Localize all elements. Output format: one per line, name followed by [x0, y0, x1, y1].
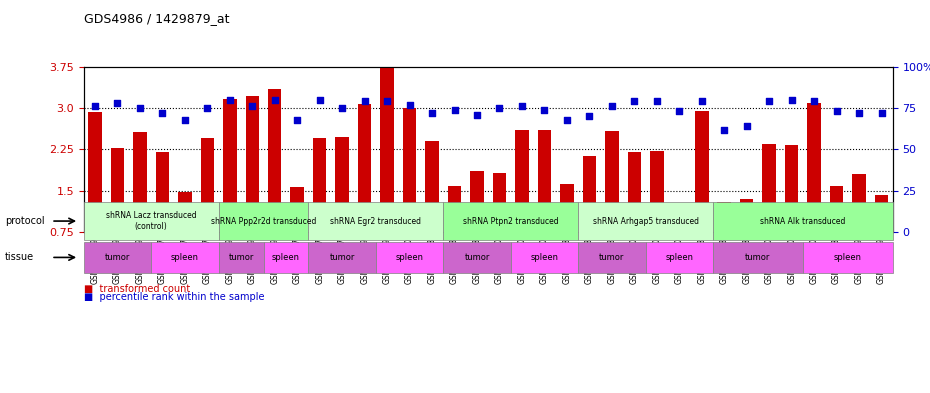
- Point: [830, 108, 844, 114]
- Bar: [763, 144, 776, 232]
- Point: [425, 110, 440, 116]
- Bar: [717, 202, 731, 232]
- Text: ■  transformed count: ■ transformed count: [84, 284, 190, 294]
- Text: spleen: spleen: [834, 253, 862, 262]
- Point: [874, 110, 889, 116]
- Bar: [605, 131, 618, 232]
- Bar: [852, 174, 866, 232]
- Bar: [695, 111, 709, 232]
- Point: [155, 110, 170, 116]
- Point: [132, 105, 147, 111]
- Bar: [628, 152, 641, 232]
- Point: [267, 97, 282, 103]
- Point: [604, 103, 619, 110]
- Text: tumor: tumor: [229, 253, 254, 262]
- Point: [357, 98, 372, 105]
- Bar: [830, 186, 844, 232]
- Bar: [268, 89, 282, 232]
- Bar: [560, 184, 574, 232]
- Point: [200, 105, 215, 111]
- Text: protocol: protocol: [5, 216, 45, 226]
- Text: shRNA Egr2 transduced: shRNA Egr2 transduced: [330, 217, 421, 226]
- Bar: [403, 108, 417, 232]
- Point: [110, 100, 125, 106]
- Bar: [178, 192, 192, 232]
- Point: [627, 98, 642, 105]
- Bar: [493, 173, 506, 232]
- Text: spleen: spleen: [395, 253, 423, 262]
- Bar: [246, 96, 259, 232]
- Bar: [672, 203, 686, 232]
- Text: GDS4986 / 1429879_at: GDS4986 / 1429879_at: [84, 12, 229, 25]
- Bar: [201, 138, 214, 232]
- Text: tumor: tumor: [599, 253, 625, 262]
- Point: [379, 98, 394, 105]
- Point: [312, 97, 327, 103]
- Point: [178, 116, 193, 123]
- Point: [762, 98, 777, 105]
- Point: [717, 127, 732, 133]
- Text: spleen: spleen: [530, 253, 558, 262]
- Bar: [290, 187, 304, 232]
- Bar: [358, 104, 371, 232]
- Text: spleen: spleen: [171, 253, 199, 262]
- Bar: [336, 137, 349, 232]
- Text: tumor: tumor: [464, 253, 490, 262]
- Point: [784, 97, 799, 103]
- Text: shRNA Alk transduced: shRNA Alk transduced: [760, 217, 845, 226]
- Point: [671, 108, 686, 114]
- Bar: [88, 112, 101, 232]
- Point: [492, 105, 507, 111]
- Text: spleen: spleen: [665, 253, 693, 262]
- Bar: [650, 151, 663, 232]
- Point: [514, 103, 529, 110]
- Point: [739, 123, 754, 129]
- Bar: [785, 145, 798, 232]
- Bar: [425, 141, 439, 232]
- Text: ■  percentile rank within the sample: ■ percentile rank within the sample: [84, 292, 264, 302]
- Point: [537, 107, 551, 113]
- Point: [222, 97, 237, 103]
- Bar: [111, 148, 124, 232]
- Bar: [155, 152, 169, 232]
- Bar: [582, 156, 596, 232]
- Bar: [312, 138, 326, 232]
- Text: tumor: tumor: [105, 253, 130, 262]
- Bar: [515, 130, 528, 232]
- Bar: [807, 103, 821, 232]
- Text: shRNA Lacz transduced
(control): shRNA Lacz transduced (control): [106, 211, 196, 231]
- Bar: [133, 132, 147, 232]
- Point: [245, 103, 259, 110]
- Text: shRNA Arhgap5 transduced: shRNA Arhgap5 transduced: [592, 217, 698, 226]
- Bar: [740, 199, 753, 232]
- Text: spleen: spleen: [272, 253, 300, 262]
- Point: [290, 116, 305, 123]
- Point: [649, 98, 664, 105]
- Point: [695, 98, 710, 105]
- Text: shRNA Ptpn2 transduced: shRNA Ptpn2 transduced: [463, 217, 559, 226]
- Bar: [223, 99, 236, 232]
- Point: [806, 98, 821, 105]
- Bar: [538, 130, 551, 232]
- Point: [447, 107, 462, 113]
- Point: [852, 110, 867, 116]
- Bar: [447, 186, 461, 232]
- Bar: [875, 195, 888, 232]
- Point: [582, 113, 597, 119]
- Point: [560, 116, 575, 123]
- Point: [470, 112, 485, 118]
- Point: [402, 102, 417, 108]
- Text: tumor: tumor: [745, 253, 771, 262]
- Bar: [471, 171, 484, 232]
- Text: tissue: tissue: [5, 252, 33, 263]
- Bar: [380, 67, 393, 232]
- Text: tumor: tumor: [329, 253, 355, 262]
- Point: [87, 103, 102, 110]
- Point: [335, 105, 350, 111]
- Text: shRNA Ppp2r2d transduced: shRNA Ppp2r2d transduced: [211, 217, 316, 226]
